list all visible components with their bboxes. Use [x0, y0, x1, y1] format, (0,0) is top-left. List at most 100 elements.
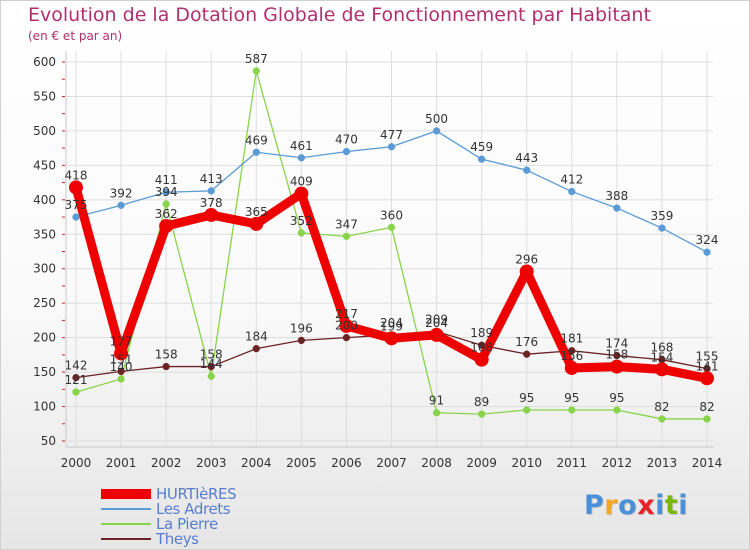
- data-label: 155: [696, 350, 719, 364]
- x-tick-label: 2000: [61, 456, 92, 470]
- y-tick-label: 100: [33, 400, 56, 414]
- data-label: 95: [609, 391, 624, 405]
- x-tick-label: 2007: [376, 456, 407, 470]
- data-label: 500: [425, 112, 448, 126]
- data-label: 168: [470, 341, 493, 355]
- legend-item: La Pierre: [101, 515, 341, 533]
- data-point: [432, 127, 441, 135]
- x-tick-label: 2003: [196, 456, 227, 470]
- data-point: [523, 406, 531, 414]
- x-tick-label: 2006: [331, 456, 362, 470]
- data-label: 217: [335, 307, 358, 321]
- data-point: [72, 213, 80, 221]
- legend-swatch: [101, 489, 151, 499]
- data-label: 91: [429, 394, 444, 408]
- legend-swatch: [101, 508, 151, 510]
- data-point: [477, 155, 486, 163]
- data-point: [342, 147, 351, 156]
- data-label: 89: [474, 395, 489, 409]
- data-label: 196: [290, 321, 313, 335]
- y-tick-label: 200: [33, 331, 56, 345]
- proxiti-logo: Proxiti: [584, 490, 688, 521]
- x-tick-label: 2001: [106, 456, 137, 470]
- chart-subtitle: (en € et par an): [28, 29, 123, 43]
- data-point: [204, 207, 219, 222]
- data-label: 394: [155, 185, 178, 199]
- data-point: [294, 186, 309, 201]
- legend: HURTIèRES Les Adrets La Pierre Theys: [101, 485, 341, 548]
- data-point: [387, 223, 396, 232]
- y-tick-label: 550: [33, 89, 56, 103]
- data-label: 204: [380, 316, 403, 330]
- data-point: [654, 362, 669, 377]
- logo-letter: o: [618, 490, 638, 521]
- data-point: [609, 359, 624, 374]
- data-label: 362: [155, 207, 178, 221]
- x-tick-label: 2002: [151, 456, 182, 470]
- data-point: [342, 333, 351, 342]
- data-label: 459: [470, 140, 493, 154]
- grid: [66, 51, 713, 447]
- y-tick-label: 350: [33, 227, 56, 241]
- y-tick-label: 50: [41, 434, 56, 448]
- data-label: 469: [245, 133, 268, 147]
- data-label: 324: [696, 233, 719, 247]
- data-label: 174: [605, 337, 628, 351]
- data-label: 95: [564, 391, 579, 405]
- data-label: 352: [290, 214, 313, 228]
- data-label: 140: [110, 360, 133, 374]
- legend-label: La Pierre: [156, 515, 218, 533]
- data-point: [658, 415, 666, 423]
- data-label: 411: [155, 173, 178, 187]
- data-label: 413: [200, 172, 223, 186]
- data-labels: 121 140 394 144 587 352 347 360 91 89 95 95 95 82 82 37…: [65, 52, 719, 414]
- data-point: [252, 67, 260, 75]
- data-label: 378: [200, 196, 223, 210]
- data-point: [162, 362, 170, 371]
- data-point: [613, 204, 621, 212]
- data-label: 141: [696, 359, 719, 373]
- x-tick-label: 2004: [241, 456, 272, 470]
- logo-letter: i: [678, 490, 689, 521]
- data-label: 154: [650, 350, 673, 364]
- x-tick-label: 2011: [557, 456, 588, 470]
- y-tick-label: 250: [33, 296, 56, 310]
- data-point: [339, 318, 354, 333]
- x-tick-label: 2005: [286, 456, 317, 470]
- data-point: [69, 180, 83, 195]
- legend-swatch: [101, 523, 151, 525]
- data-point: [474, 352, 489, 367]
- data-point: [117, 367, 125, 376]
- data-point: [384, 331, 399, 346]
- data-label: 151: [110, 352, 133, 366]
- data-label: 189: [470, 326, 493, 340]
- y-tick-label: 300: [33, 262, 56, 276]
- data-point: [703, 415, 711, 423]
- data-label: 95: [519, 391, 534, 405]
- data-label: 121: [65, 373, 88, 387]
- data-point: [72, 373, 80, 382]
- data-point: [519, 264, 534, 279]
- legend-item: Les Adrets: [101, 500, 341, 518]
- data-label: 392: [110, 186, 133, 200]
- data-label: 184: [245, 330, 268, 344]
- y-tick-label: 450: [33, 158, 56, 172]
- logo-letter: i: [655, 490, 665, 521]
- data-label: 209: [425, 312, 448, 326]
- series-markers: [69, 67, 714, 423]
- data-label: 412: [560, 173, 583, 187]
- legend-label: HURTIèRES: [156, 485, 237, 503]
- data-label: 204: [425, 316, 448, 330]
- data-point: [159, 219, 174, 234]
- data-label: 365: [245, 205, 268, 219]
- data-point: [207, 372, 215, 380]
- legend-item: Theys: [101, 530, 341, 548]
- data-point: [342, 232, 351, 240]
- data-point: [297, 336, 306, 345]
- data-label: 296: [515, 252, 538, 266]
- logo-letter: t: [664, 490, 679, 521]
- data-point: [477, 341, 486, 349]
- legend-label: Theys: [156, 530, 199, 548]
- data-label: 158: [605, 348, 628, 362]
